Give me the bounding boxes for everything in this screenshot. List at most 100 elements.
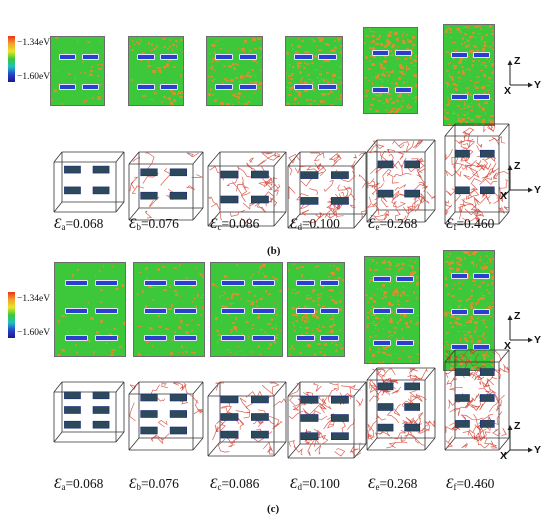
defect-speck [172, 53, 176, 55]
defect-speck [236, 345, 239, 348]
defect-speck [413, 58, 415, 61]
defect-speck [306, 98, 310, 102]
defect-speck [337, 308, 342, 311]
dislocation-line [289, 382, 300, 396]
defect-speck [221, 82, 225, 84]
defect-speck [372, 93, 376, 95]
dislocation-line [473, 413, 485, 431]
precipitate-particle [251, 335, 276, 342]
defect-speck [394, 31, 398, 35]
defect-speck [180, 321, 182, 323]
defect-speck [372, 97, 376, 100]
defect-speck [383, 59, 388, 63]
defect-speck [166, 63, 169, 67]
defect-speck [386, 45, 390, 47]
defect-speck [326, 59, 330, 62]
defect-speck [131, 78, 134, 81]
defect-speck [380, 63, 383, 67]
defect-speck [338, 328, 342, 332]
dislocation-line [388, 441, 404, 449]
defect-speck [212, 282, 216, 286]
defect-speck [463, 101, 465, 103]
defect-speck [476, 340, 481, 343]
defect-speck [397, 321, 400, 324]
defect-speck [266, 322, 271, 326]
defect-speck [402, 291, 406, 295]
defect-speck [480, 121, 485, 124]
defect-speck [377, 347, 380, 351]
defect-speck [483, 45, 487, 48]
dislocation-line [454, 355, 459, 366]
defect-speck [478, 32, 481, 35]
defect-speck [380, 43, 383, 46]
defect-speck [383, 259, 387, 263]
defect-speck [300, 333, 303, 337]
precipitate-particle [377, 423, 394, 432]
defect-speck [339, 291, 342, 295]
dislocation-line [300, 202, 313, 209]
defect-speck [479, 114, 482, 117]
defect-speck [237, 293, 240, 297]
defect-speck [210, 80, 213, 82]
precipitate-particle [455, 186, 470, 195]
dislocation-line [334, 448, 346, 457]
dislocation-line [449, 387, 463, 391]
defect-speck [468, 320, 473, 323]
defect-speck [469, 36, 471, 40]
dislocation-line [417, 168, 426, 187]
precipitate-particle [296, 307, 315, 314]
defect-speck [219, 102, 224, 105]
defect-speck [289, 78, 294, 80]
defect-speck [66, 330, 69, 334]
defect-speck [83, 72, 87, 75]
defect-speck [367, 79, 370, 81]
defect-speck [238, 92, 242, 95]
precipitate-particle [377, 382, 394, 391]
defect-speck [386, 268, 388, 270]
defect-speck [383, 295, 387, 298]
defect-speck [228, 60, 231, 62]
dislocation-line [481, 175, 492, 180]
strain-subscript: c [217, 482, 222, 492]
defect-speck [478, 285, 481, 288]
defect-speck [229, 351, 233, 354]
precipitate-particle [140, 410, 158, 418]
defect-speck [401, 337, 404, 340]
defect-speck [300, 39, 305, 42]
precipitate-particle [95, 279, 119, 286]
defect-speck [408, 40, 413, 44]
defect-speck [231, 93, 236, 96]
defect-speck [305, 332, 309, 335]
defect-speck [371, 82, 374, 85]
defect-speck [163, 46, 166, 49]
axis-label-z: Z [514, 310, 521, 322]
precipitate-particle [250, 170, 269, 179]
defect-speck [389, 98, 393, 101]
defect-speck [316, 294, 319, 297]
defect-speck [483, 296, 485, 300]
defect-speck [367, 322, 370, 325]
defect-speck [449, 75, 451, 78]
defect-speck [147, 60, 150, 63]
defect-speck [185, 350, 189, 353]
defect-speck [315, 45, 319, 48]
strain-subscript: d [297, 222, 302, 232]
defect-speck [318, 37, 321, 39]
precipitate-particle [221, 279, 245, 286]
defect-speck [146, 277, 149, 280]
precipitate-particle [479, 394, 495, 402]
defect-speck [486, 283, 489, 286]
defect-speck [301, 316, 304, 319]
defect-speck [165, 98, 168, 100]
defect-speck [195, 267, 198, 270]
defect-speck [96, 97, 101, 101]
dislocation-line [296, 193, 309, 201]
defect-speck [201, 306, 203, 310]
dislocation-line [381, 368, 396, 378]
defect-speck [319, 39, 323, 42]
precipitate-particle [371, 86, 390, 93]
defect-speck [415, 96, 417, 99]
defect-speck [266, 347, 269, 350]
strain-value: =0.268 [379, 476, 418, 491]
